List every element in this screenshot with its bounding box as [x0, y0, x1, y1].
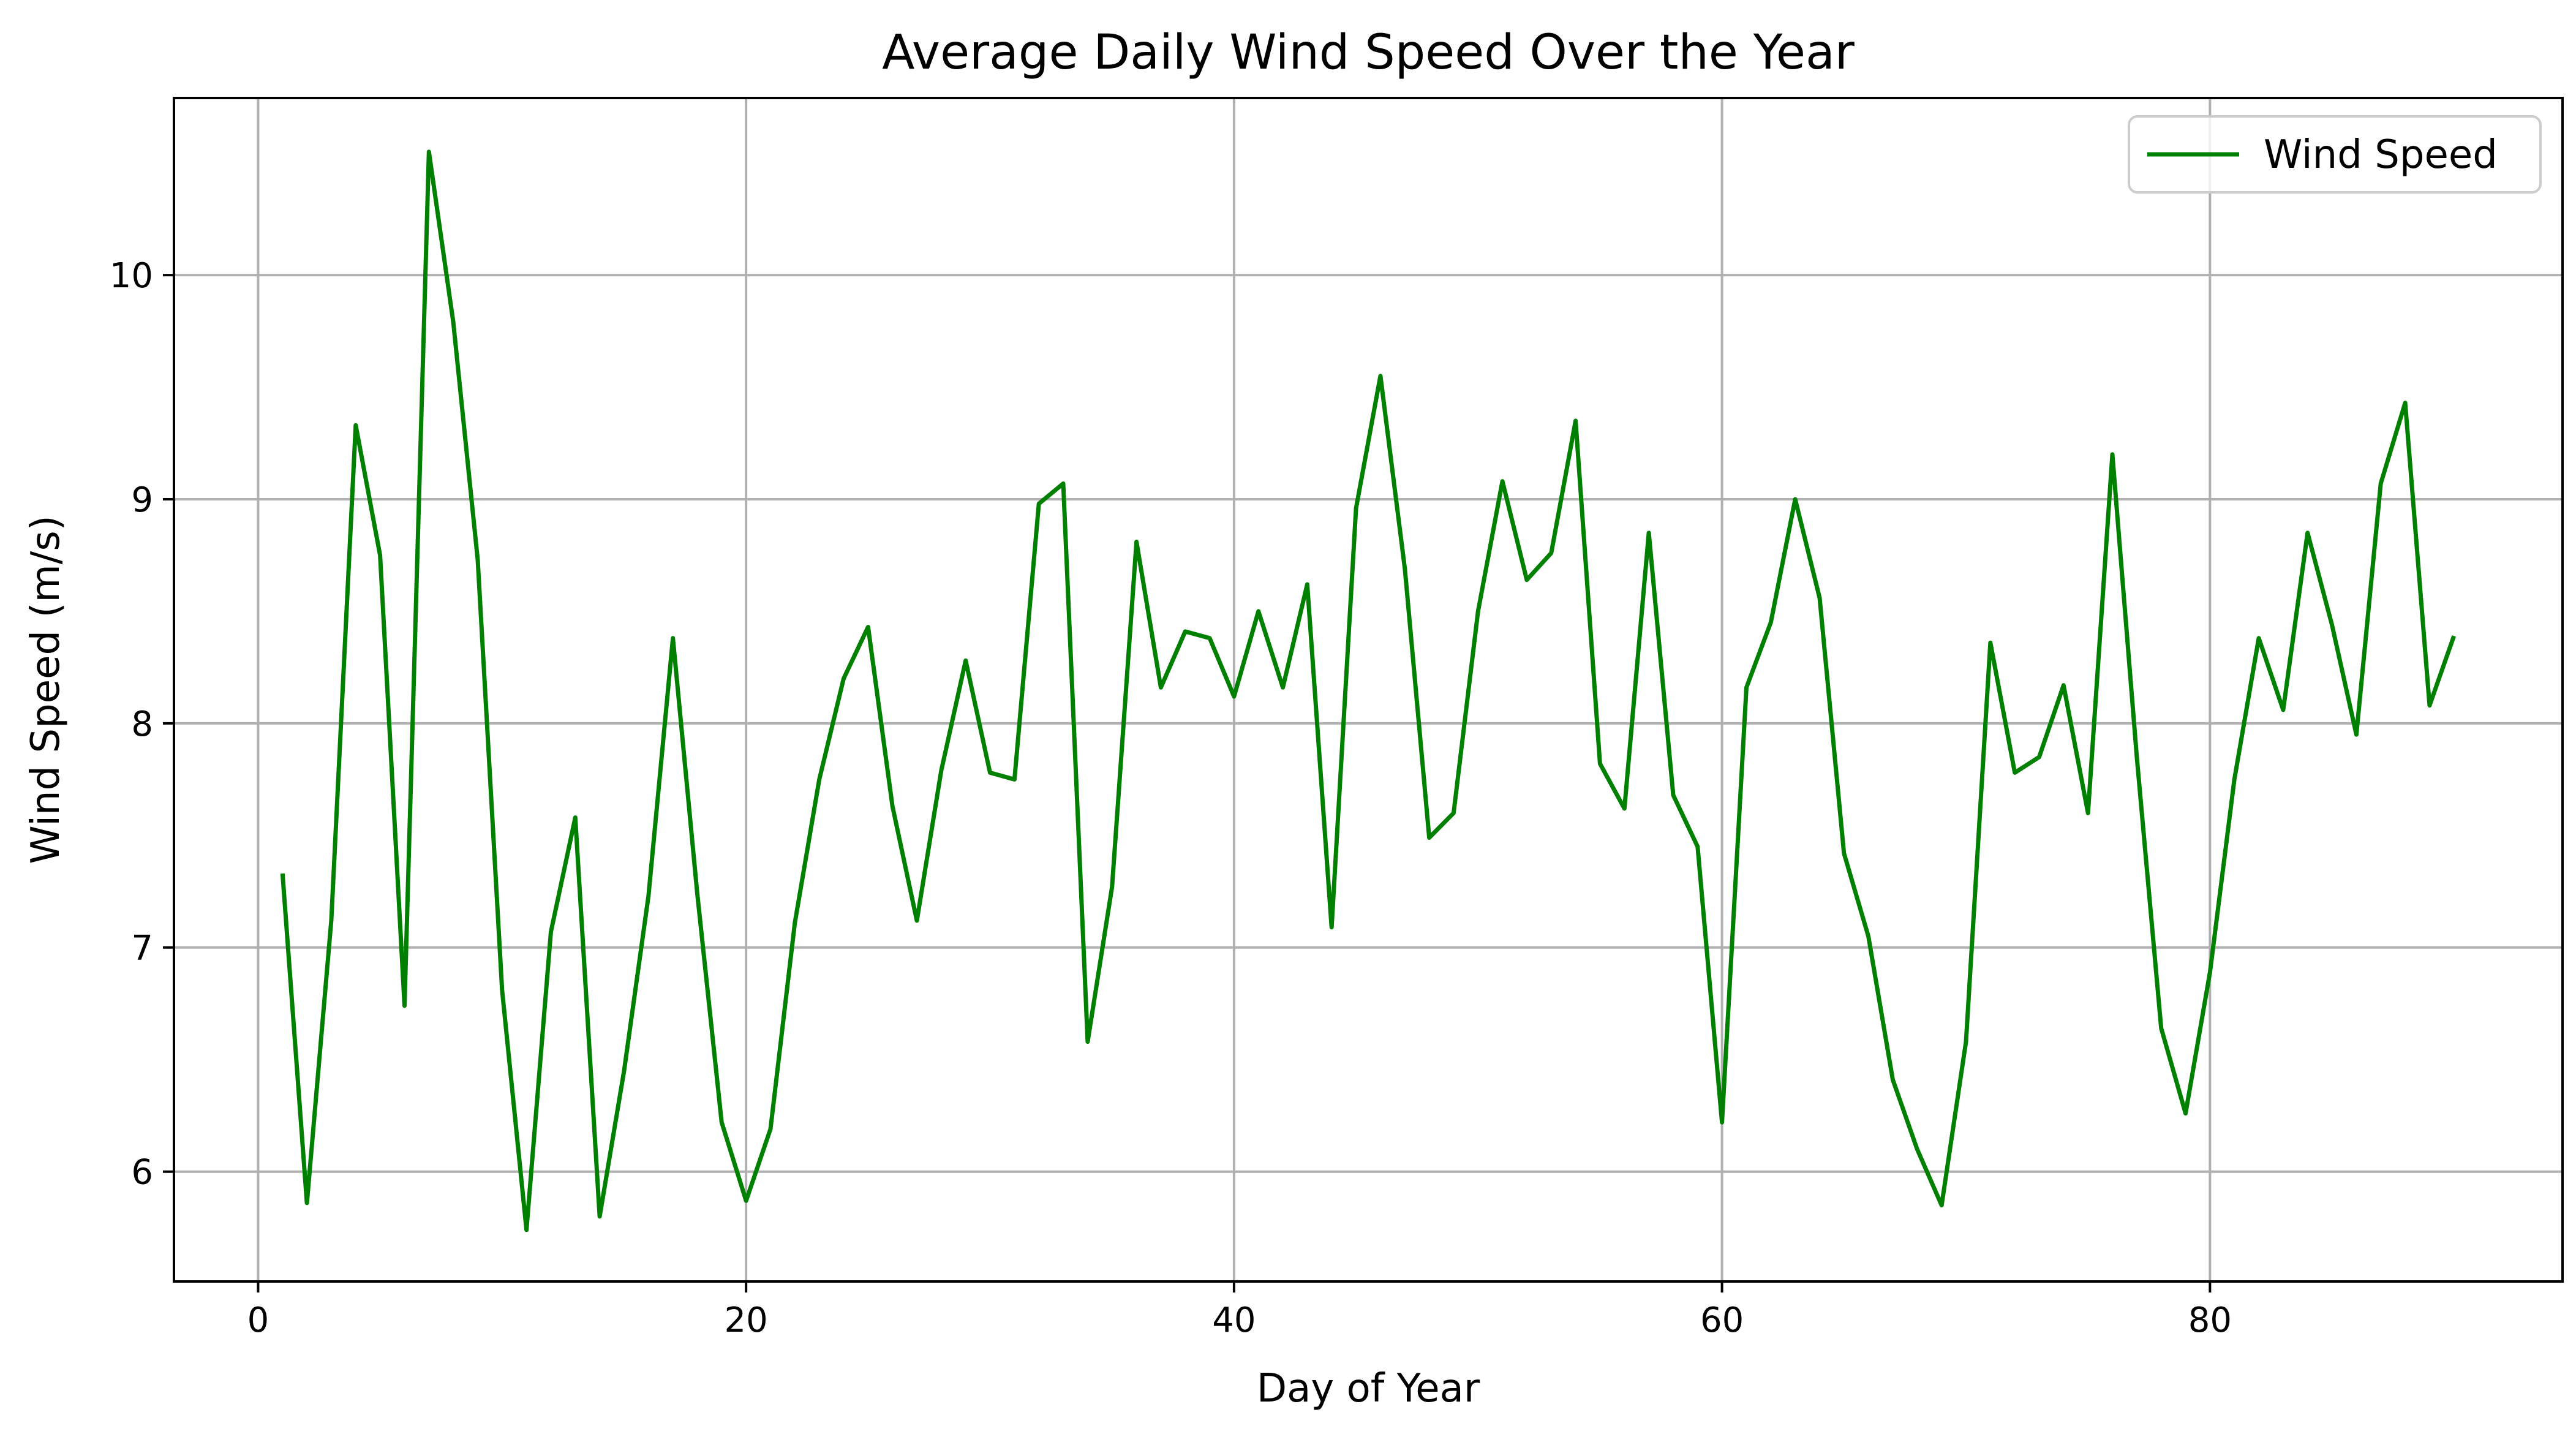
x-tick-label: 60 — [1700, 1300, 1744, 1340]
plot-frame — [173, 97, 2564, 1283]
y-axis-label: Wind Speed (m/s) — [23, 515, 69, 864]
y-tick-label: 7 — [131, 929, 153, 968]
x-tick-label: 80 — [2188, 1300, 2232, 1340]
x-tick-label: 0 — [247, 1300, 269, 1340]
y-tick-label: 9 — [131, 480, 153, 520]
legend-label-wind-speed: Wind Speed — [2264, 132, 2498, 178]
y-tick-label: 10 — [110, 256, 153, 296]
series-layer — [280, 149, 2457, 1232]
series-line-wind-speed — [280, 149, 2457, 1232]
legend: Wind Speed — [2128, 115, 2542, 194]
y-tick-label: 6 — [131, 1153, 153, 1193]
legend-box — [2128, 115, 2542, 194]
chart-title: Average Daily Wind Speed Over the Year — [882, 25, 1855, 80]
x-tick-label: 40 — [1212, 1300, 1256, 1340]
x-axis-label: Day of Year — [1257, 1366, 1480, 1411]
y-axis-ticks: 6 7 8 9 10 — [110, 256, 174, 1193]
y-tick-label: 8 — [131, 704, 153, 744]
x-axis-ticks: 0 20 40 60 80 — [247, 1281, 2232, 1340]
x-tick-label: 20 — [725, 1300, 768, 1340]
grid — [174, 98, 2563, 1281]
